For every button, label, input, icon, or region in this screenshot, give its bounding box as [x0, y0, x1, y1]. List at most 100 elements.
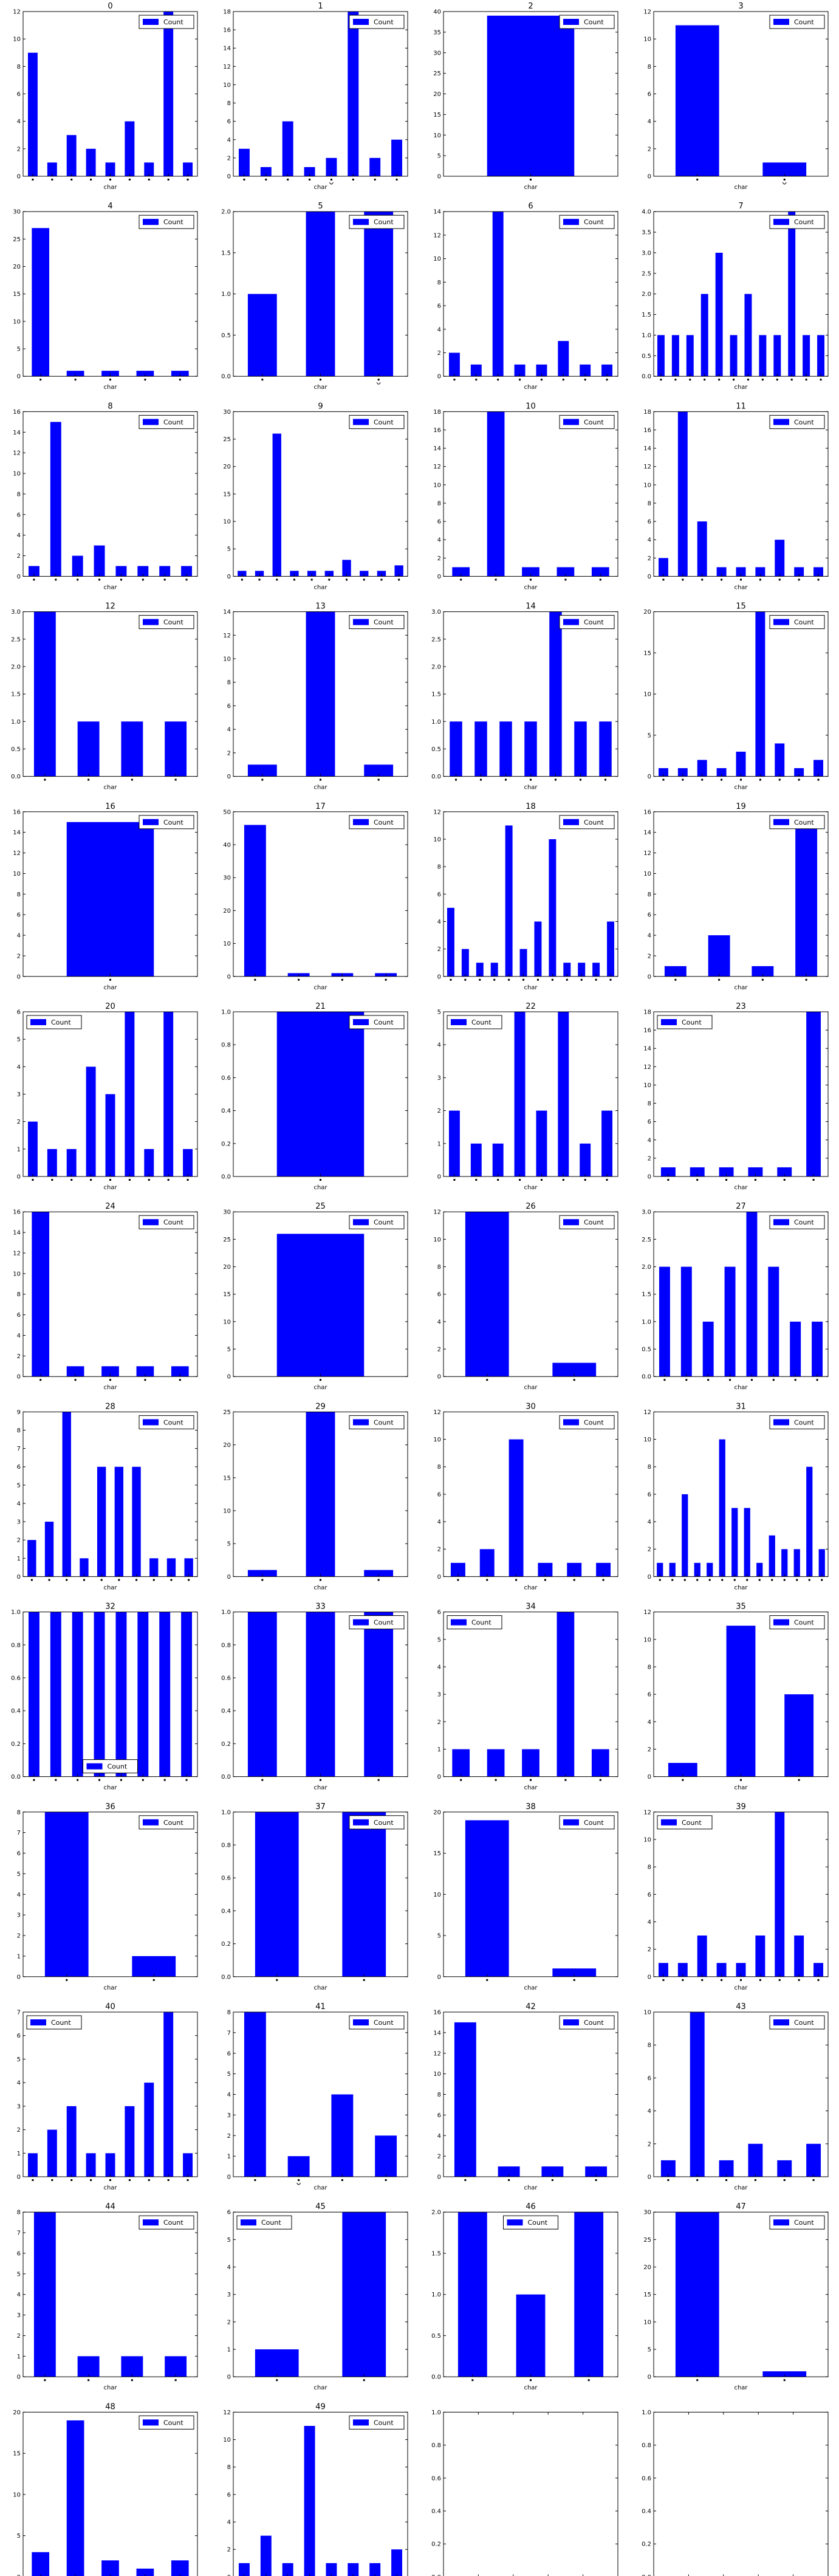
bar	[755, 611, 765, 777]
chart-panel-26: 26 0 2 4 6 8 10 12 char Count	[433, 1202, 618, 1391]
y-tick-label: 4	[437, 326, 441, 333]
y-tick-label: 12	[643, 9, 651, 16]
y-tick-label: 0.4	[221, 1108, 231, 1115]
bar	[342, 2212, 386, 2377]
x-tick-glyph	[261, 379, 264, 381]
chart-panel-10: 10 0 2 4 6 8 10 12 14 16 18 char Count	[433, 402, 618, 591]
x-tick-glyph	[298, 978, 300, 981]
legend-swatch	[563, 219, 579, 225]
chart-panel-46: 46 0.0 0.5 1.0 1.5 2.0 char Count	[431, 2202, 618, 2391]
x-tick-glyph	[320, 1379, 321, 1381]
bar	[812, 1321, 823, 1377]
bar	[342, 560, 351, 577]
y-tick-label: 10	[223, 1508, 231, 1515]
y-tick-label: 0	[227, 2174, 231, 2181]
chart-title: 3	[738, 2, 743, 11]
y-tick-label: 20	[433, 1809, 441, 1816]
y-tick-label: 0	[227, 174, 231, 180]
x-tick-glyph	[584, 379, 586, 381]
x-tick-mark-extra	[782, 182, 787, 185]
x-tick-glyph	[320, 379, 321, 381]
x-axis-label: char	[103, 2185, 117, 2191]
y-tick-label: 4	[17, 1500, 21, 1507]
x-tick-glyph	[33, 1779, 35, 1781]
bar	[556, 1612, 575, 1777]
y-tick-label: 20	[643, 2264, 651, 2271]
y-tick-label: 8	[17, 1291, 21, 1298]
bar	[255, 571, 264, 577]
legend-box	[139, 1215, 194, 1229]
chart-panel-44: 44 0 1 2 3 4 5 6 7 8 char Count	[17, 2202, 198, 2391]
x-tick-glyph	[77, 1779, 79, 1781]
bar	[762, 2371, 807, 2377]
bar	[775, 540, 785, 577]
bar	[324, 571, 334, 577]
x-axis-label: char	[734, 2185, 748, 2191]
x-tick-glyph	[188, 1579, 190, 1581]
y-tick-label: 0.0	[221, 1174, 231, 1181]
bar	[790, 1321, 801, 1377]
bar	[136, 1366, 154, 1377]
x-tick-glyph	[564, 1779, 567, 1781]
y-tick-label: 5	[227, 2237, 231, 2244]
y-tick-label: 10	[643, 1437, 651, 1443]
y-tick-label: 1.0	[221, 291, 231, 298]
legend: Count	[769, 2015, 825, 2030]
x-tick-glyph	[254, 2179, 256, 2181]
x-tick-glyph	[759, 579, 761, 581]
x-tick-glyph	[798, 1779, 800, 1781]
bar	[591, 1749, 609, 1777]
axes-frame	[443, 1411, 618, 1577]
legend-box	[769, 2015, 825, 2030]
axes-frame	[233, 211, 408, 377]
chart-panel-12: 12 0.0 0.5 1.0 1.5 2.0 2.5 3.0 char Count	[11, 602, 198, 791]
x-tick-glyph	[70, 1179, 73, 1181]
legend-label: Count	[584, 2019, 604, 2027]
bar	[697, 760, 707, 777]
y-tick-label: 16	[433, 2010, 441, 2016]
y-tick-label: 20	[223, 908, 231, 915]
legend-swatch	[143, 2219, 159, 2226]
y-tick-label: 8	[227, 100, 231, 107]
legend-swatch	[143, 19, 159, 25]
y-tick-label: 30	[13, 209, 21, 216]
y-tick-label: 5	[17, 1871, 21, 1878]
bar	[287, 2156, 310, 2177]
axes-frame	[233, 1211, 408, 1377]
legend-box	[769, 414, 825, 429]
y-tick-label: 6	[437, 1291, 441, 1298]
bar	[32, 2552, 50, 2576]
legend-box	[139, 615, 194, 630]
legend: Count	[349, 1215, 405, 1229]
x-tick-glyph	[674, 978, 677, 981]
y-tick-label: 4	[648, 1519, 651, 1526]
y-tick-label: 3	[17, 1912, 21, 1919]
bar	[736, 1963, 746, 1977]
y-tick-label: 1.0	[431, 2292, 441, 2298]
y-tick-label: 3	[437, 1692, 441, 1698]
y-tick-label: 0	[648, 2374, 651, 2381]
y-tick-label: 10	[223, 656, 231, 663]
bar	[498, 2166, 520, 2177]
x-tick-glyph	[566, 978, 568, 981]
legend-swatch	[563, 2019, 579, 2025]
y-tick-label: 18	[433, 409, 441, 416]
legend-swatch	[353, 1619, 369, 1626]
y-tick-label: 20	[223, 1264, 231, 1271]
legend-swatch	[353, 2419, 369, 2426]
y-tick-label: 2	[227, 2547, 231, 2554]
legend: Count	[559, 1815, 615, 1830]
legend-label: Count	[682, 1018, 702, 1026]
chart-title: 12	[105, 602, 115, 611]
x-tick-glyph	[599, 579, 601, 581]
axes-frame	[22, 611, 198, 777]
y-tick-label: 10	[13, 2492, 21, 2498]
y-tick-label: 14	[223, 46, 231, 52]
bar	[552, 1968, 597, 1977]
bar	[736, 751, 746, 777]
chart-title: 11	[736, 402, 746, 411]
chart-panel-21: 21 0.0 0.2 0.4 0.6 0.8 1.0 char Count	[221, 1002, 408, 1191]
chart-panel-49: 49024681012charCount	[223, 2402, 408, 2576]
bar	[762, 162, 807, 176]
y-tick-label: 12	[643, 1609, 651, 1616]
